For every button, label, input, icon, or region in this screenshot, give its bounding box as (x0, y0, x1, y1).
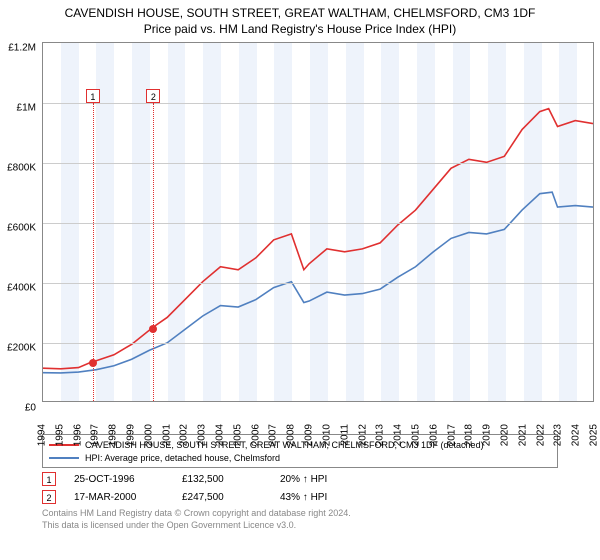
chart-container: CAVENDISH HOUSE, SOUTH STREET, GREAT WAL… (0, 0, 600, 560)
event-price: £132,500 (182, 474, 262, 485)
chart-title: CAVENDISH HOUSE, SOUTH STREET, GREAT WAL… (0, 0, 600, 22)
event-date: 17-MAR-2000 (74, 492, 164, 503)
event-delta: 20% ↑ HPI (280, 474, 327, 485)
x-tick-label: 2012 (357, 424, 368, 446)
x-tick-label: 2021 (517, 424, 528, 446)
legend-swatch (49, 457, 79, 459)
plot-area: 12 (42, 42, 594, 402)
x-tick-label: 2002 (179, 424, 190, 446)
chart-subtitle: Price paid vs. HM Land Registry's House … (0, 22, 600, 42)
x-tick-label: 1998 (108, 424, 119, 446)
x-axis: 1994199519961997199819992000200120022003… (42, 402, 594, 430)
x-tick-label: 2007 (268, 424, 279, 446)
y-tick-label: £1.2M (8, 43, 36, 54)
sale-marker-box: 2 (146, 89, 160, 103)
event-row: 1 25-OCT-1996 £132,500 20% ↑ HPI (42, 472, 558, 486)
sale-marker-dot (89, 359, 97, 367)
x-tick-label: 2004 (215, 424, 226, 446)
x-tick-label: 1996 (72, 424, 83, 446)
x-tick-label: 2018 (464, 424, 475, 446)
attribution-line-2: This data is licensed under the Open Gov… (42, 520, 558, 532)
sale-marker-box: 1 (86, 89, 100, 103)
x-tick-label: 2016 (428, 424, 439, 446)
x-tick-label: 2014 (393, 424, 404, 446)
sale-events: 1 25-OCT-1996 £132,500 20% ↑ HPI 2 17-MAR-200… (42, 472, 558, 504)
x-tick-label: 2020 (499, 424, 510, 446)
x-tick-label: 2017 (446, 424, 457, 446)
x-tick-label: 2009 (304, 424, 315, 446)
event-price: £247,500 (182, 492, 262, 503)
gridline (43, 163, 593, 164)
x-tick-label: 1997 (90, 424, 101, 446)
line-plot-svg (43, 43, 593, 401)
event-delta: 43% ↑ HPI (280, 492, 327, 503)
gridline (43, 103, 593, 104)
sale-marker-dot (149, 325, 157, 333)
x-tick-label: 1994 (37, 424, 48, 446)
x-tick-label: 1999 (126, 424, 137, 446)
event-date: 25-OCT-1996 (74, 474, 164, 485)
x-tick-label: 1995 (54, 424, 65, 446)
event-row: 2 17-MAR-2000 £247,500 43% ↑ HPI (42, 490, 558, 504)
y-axis: £0£200K£400K£600K£800K£1M£1.2M (0, 48, 40, 408)
y-tick-label: £800K (7, 163, 36, 174)
gridline (43, 283, 593, 284)
y-tick-label: £200K (7, 343, 36, 354)
x-tick-label: 2023 (553, 424, 564, 446)
x-tick-label: 2000 (143, 424, 154, 446)
x-tick-label: 2025 (589, 424, 600, 446)
sale-marker-line (93, 103, 94, 401)
attribution: Contains HM Land Registry data © Crown c… (42, 508, 558, 531)
x-tick-label: 2001 (161, 424, 172, 446)
x-tick-label: 2008 (286, 424, 297, 446)
event-marker-box: 2 (42, 490, 56, 504)
sale-marker-line (153, 103, 154, 401)
legend-item: CAVENDISH HOUSE, SOUTH STREET, GREAT WAL… (49, 438, 551, 451)
x-tick-label: 2003 (197, 424, 208, 446)
legend-label: HPI: Average price, detached house, Chel… (85, 453, 280, 463)
x-tick-label: 2005 (232, 424, 243, 446)
attribution-line-1: Contains HM Land Registry data © Crown c… (42, 508, 558, 520)
legend-item: HPI: Average price, detached house, Chel… (49, 451, 551, 464)
y-tick-label: £0 (25, 403, 36, 414)
x-tick-label: 2010 (321, 424, 332, 446)
series-line (43, 109, 593, 369)
x-tick-label: 2022 (535, 424, 546, 446)
x-tick-label: 2019 (482, 424, 493, 446)
y-tick-label: £600K (7, 223, 36, 234)
y-tick-label: £1M (17, 103, 36, 114)
x-tick-label: 2006 (250, 424, 261, 446)
x-tick-label: 2011 (339, 424, 350, 446)
gridline (43, 343, 593, 344)
x-tick-label: 2013 (375, 424, 386, 446)
x-tick-label: 2024 (571, 424, 582, 446)
y-tick-label: £400K (7, 283, 36, 294)
gridline (43, 223, 593, 224)
event-marker-box: 1 (42, 472, 56, 486)
x-tick-label: 2015 (410, 424, 421, 446)
